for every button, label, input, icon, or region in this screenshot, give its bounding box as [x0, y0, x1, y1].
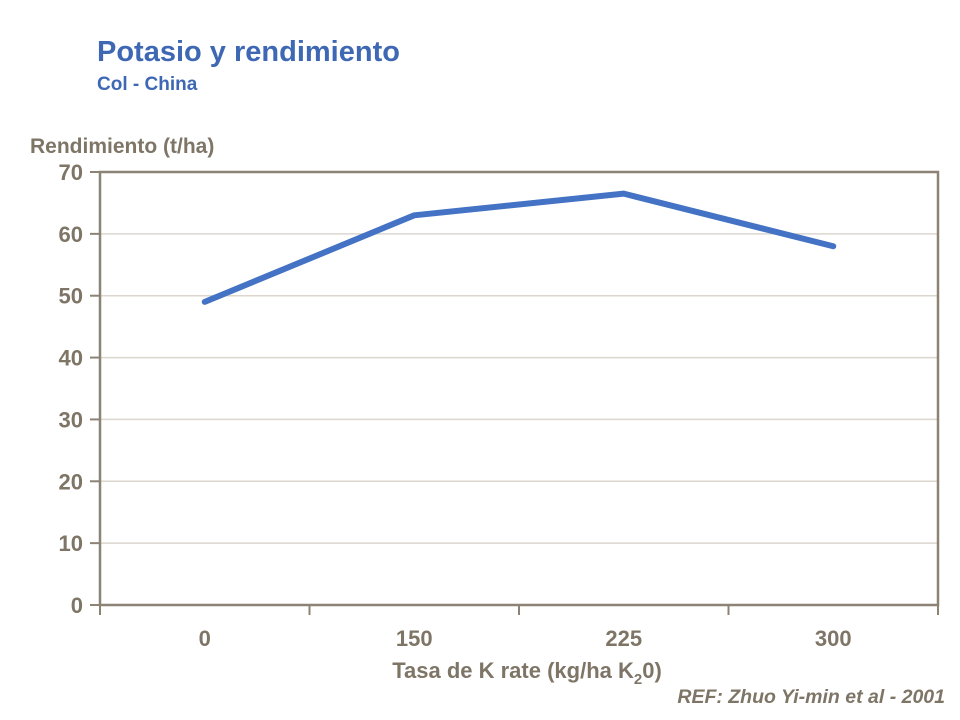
x-axis-title-suffix: 0)	[642, 658, 662, 683]
plot-border	[98, 170, 940, 607]
y-tick-label: 30	[59, 407, 83, 432]
data-line	[201, 190, 837, 305]
x-axis-title: Tasa de K rate (kg/ha K20)	[347, 658, 707, 688]
y-tick-label: 70	[59, 160, 83, 185]
reference-citation: REF: Zhuo Yi-min et al - 2001	[677, 686, 945, 708]
y-tick-label: 60	[59, 222, 83, 247]
y-tick-label: 10	[59, 531, 83, 556]
y-tick-label: 20	[59, 469, 83, 494]
x-tick-label: 225	[605, 626, 642, 651]
x-axis-title-subscript: 2	[633, 671, 643, 688]
chart-subtitle: Col - China	[97, 74, 198, 95]
chart-title: Potasio y rendimiento	[97, 36, 400, 68]
y-tick-label: 50	[59, 284, 83, 309]
y-tick-label: 40	[59, 346, 83, 371]
x-tick-label: 300	[815, 626, 852, 651]
y-tick-label: 0	[71, 593, 83, 618]
x-tick-label: 0	[199, 626, 211, 651]
x-axis-title-prefix: Tasa de K rate (kg/ha K	[392, 658, 634, 683]
y-axis-title: Rendimiento (t/ha)	[30, 135, 215, 158]
x-tick-label: 150	[396, 626, 433, 651]
